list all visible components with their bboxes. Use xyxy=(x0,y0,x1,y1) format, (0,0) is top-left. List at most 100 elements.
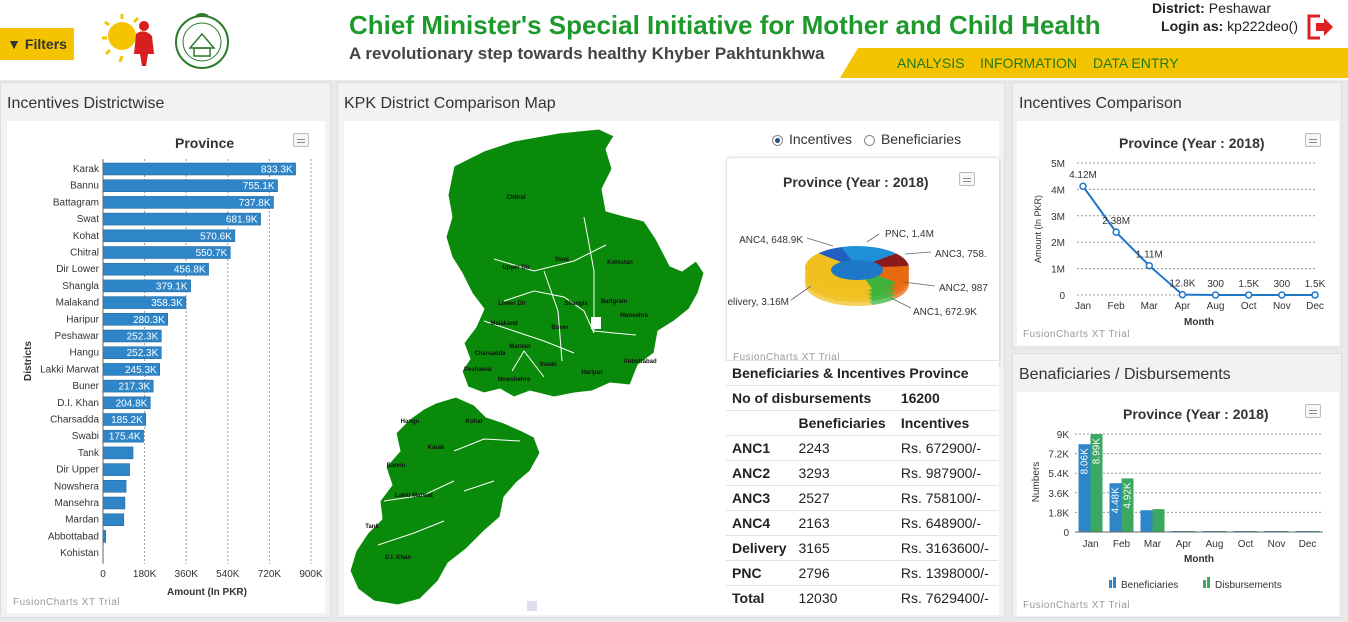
x-tick-label: Jan xyxy=(1082,539,1098,550)
line-point xyxy=(1244,291,1253,299)
row-beneficiaries: 3165 xyxy=(792,535,895,561)
x-tick-label: 900K xyxy=(299,569,323,580)
beneficiaries-radio-label[interactable]: Beneficiaries xyxy=(880,131,962,147)
bar-value-label: 280.3K xyxy=(133,315,165,326)
x-tick-label: Jan xyxy=(1075,301,1091,312)
row-beneficiaries: 2243 xyxy=(792,435,895,461)
map-district-label: Lower Dir xyxy=(498,301,526,307)
bar-value-label: 185.2K xyxy=(111,415,143,426)
x-tick-label: 180K xyxy=(133,569,157,580)
incentives-comparison-panel: Incentives Comparison Province (Year : 2… xyxy=(1012,82,1342,348)
point-value-label: 1.11M xyxy=(1136,250,1163,261)
column-bar xyxy=(1121,478,1134,532)
table-title: Beneficiaries & Incentives Province xyxy=(726,360,998,386)
pie-hole xyxy=(831,260,883,280)
table-disb-row: No of disbursements 16200 xyxy=(726,385,998,411)
district-bar-chart: 0 180K 360K 540K 720K 900K Karak 833.3K Bannu 755… xyxy=(23,159,323,598)
map-district-label: Mansehra xyxy=(620,313,649,319)
map-district-label: Kohat xyxy=(466,419,483,425)
chart-menu-button[interactable] xyxy=(959,172,975,186)
bar-value-label: 252.3K xyxy=(127,348,159,359)
bar-value-label: 252.3K xyxy=(127,332,159,343)
row-incentives: Rs. 758100/- xyxy=(894,485,998,511)
panel-title: Benaficiaries / Disbursements xyxy=(1019,366,1231,383)
pie-chart-title: Province (Year : 2018) xyxy=(783,174,929,190)
legend-swatch xyxy=(1109,580,1112,588)
nav-information[interactable]: INFORMATION xyxy=(980,55,1077,71)
y-tick-label: 0 xyxy=(1063,528,1069,539)
legend-swatch xyxy=(1207,577,1210,588)
panel-title: Incentives Districtwise xyxy=(7,95,165,112)
logout-icon[interactable] xyxy=(1306,14,1334,40)
mother-child-logo xyxy=(102,14,154,66)
line-point xyxy=(1211,291,1220,299)
pie-label: PNC, 1.4M xyxy=(885,229,934,240)
line-series xyxy=(1082,185,1316,296)
table-row: ANC1 2243 Rs. 672900/- xyxy=(726,435,998,461)
chart-menu-button[interactable] xyxy=(1305,404,1321,418)
map-district-label: Peshawar xyxy=(464,367,493,373)
y-tick-label: Nowshera xyxy=(54,481,99,492)
y-axis-title: Districts xyxy=(23,341,34,381)
y-tick-label: Kohat xyxy=(73,231,99,242)
y-tick-label: Peshawar xyxy=(55,331,100,342)
scroll-indicator[interactable] xyxy=(527,601,537,611)
fusion-credit: FusionCharts XT Trial xyxy=(13,597,121,608)
y-axis-title: Amount (In PKR) xyxy=(1033,195,1043,263)
map-toggle: Incentives Beneficiaries xyxy=(772,131,961,147)
y-tick-label: Battagram xyxy=(53,197,99,208)
legend-label: Beneficiaries xyxy=(1121,580,1178,591)
y-tick-label: Dir Upper xyxy=(56,465,99,476)
beneficiaries-radio[interactable] xyxy=(863,134,875,146)
map-district-label: Kohistan xyxy=(607,260,633,266)
column-bar xyxy=(1109,483,1122,532)
y-tick-label: 5M xyxy=(1051,159,1065,170)
y-tick-label: 4M xyxy=(1051,185,1065,196)
map-district-label: Swabi xyxy=(539,362,557,368)
map-district-label: Charsadda xyxy=(474,351,506,357)
x-tick-label: Feb xyxy=(1113,539,1131,550)
map-district-label: D.I. Khan xyxy=(385,555,411,561)
x-tick-label: Nov xyxy=(1273,301,1291,312)
x-tick-label: Mar xyxy=(1141,301,1159,312)
incentives-radio[interactable] xyxy=(772,134,783,146)
row-incentives: Rs. 7629400/- xyxy=(894,585,998,611)
row-incentives: Rs. 1398000/- xyxy=(894,560,998,586)
bar xyxy=(102,463,130,476)
blank-cell xyxy=(726,410,793,436)
y-tick-label: Malakand xyxy=(56,298,99,309)
pie-label-line xyxy=(902,281,936,287)
bar-value-label: 681.9K xyxy=(226,215,258,226)
southern-districts-region[interactable] xyxy=(349,396,541,606)
incentives-line-chart: 0 1M 2M 3M 4M 5M 4.12M Jan 2.38M Feb 1.11M Mar 12.8K… xyxy=(1033,159,1326,328)
legend-swatch xyxy=(1113,577,1116,588)
nav-data-entry[interactable]: DATA ENTRY xyxy=(1093,55,1179,71)
table-row: Total 12030 Rs. 7629400/- xyxy=(726,585,998,611)
row-label: ANC3 xyxy=(726,485,793,511)
login-info: Login as: kp222deo() xyxy=(1161,18,1298,34)
nav-analysis[interactable]: ANALYSIS xyxy=(897,55,965,71)
x-tick-label: Aug xyxy=(1207,301,1225,312)
point-value-label: 2.38M xyxy=(1102,216,1130,227)
row-beneficiaries: 2796 xyxy=(792,560,895,586)
chart-title: Province xyxy=(175,135,235,151)
x-tick-label: 720K xyxy=(258,569,282,580)
row-label: ANC1 xyxy=(726,435,793,461)
district-label: District: xyxy=(1151,0,1205,16)
pie-chart-card: Province (Year : 2018) PNC, 1.4M ANC3, 75… xyxy=(727,158,999,366)
row-incentives: Rs. 672900/- xyxy=(894,435,998,461)
pie-label: ANC1, 672.9K xyxy=(913,307,977,318)
chart-menu-button[interactable] xyxy=(293,133,309,147)
filters-button[interactable]: ▼ Filters xyxy=(0,28,74,60)
row-beneficiaries: 3293 xyxy=(792,460,895,486)
kpk-map[interactable]: Chitral Swat Upper Dir Kohistan Lower Dir Sha… xyxy=(344,121,724,611)
x-tick-label: Aug xyxy=(1206,539,1224,550)
row-label: PNC xyxy=(726,560,793,586)
column-chart-title: Province (Year : 2018) xyxy=(1123,406,1269,422)
row-label: Delivery xyxy=(726,535,793,561)
incentives-radio-label[interactable]: Incentives xyxy=(789,131,853,147)
chart-menu-button[interactable] xyxy=(1305,133,1321,147)
bar-value-label: 358.3K xyxy=(151,298,183,309)
table-title-row: Beneficiaries & Incentives Province xyxy=(726,360,998,386)
fusion-credit: FusionCharts XT Trial xyxy=(1023,600,1131,611)
